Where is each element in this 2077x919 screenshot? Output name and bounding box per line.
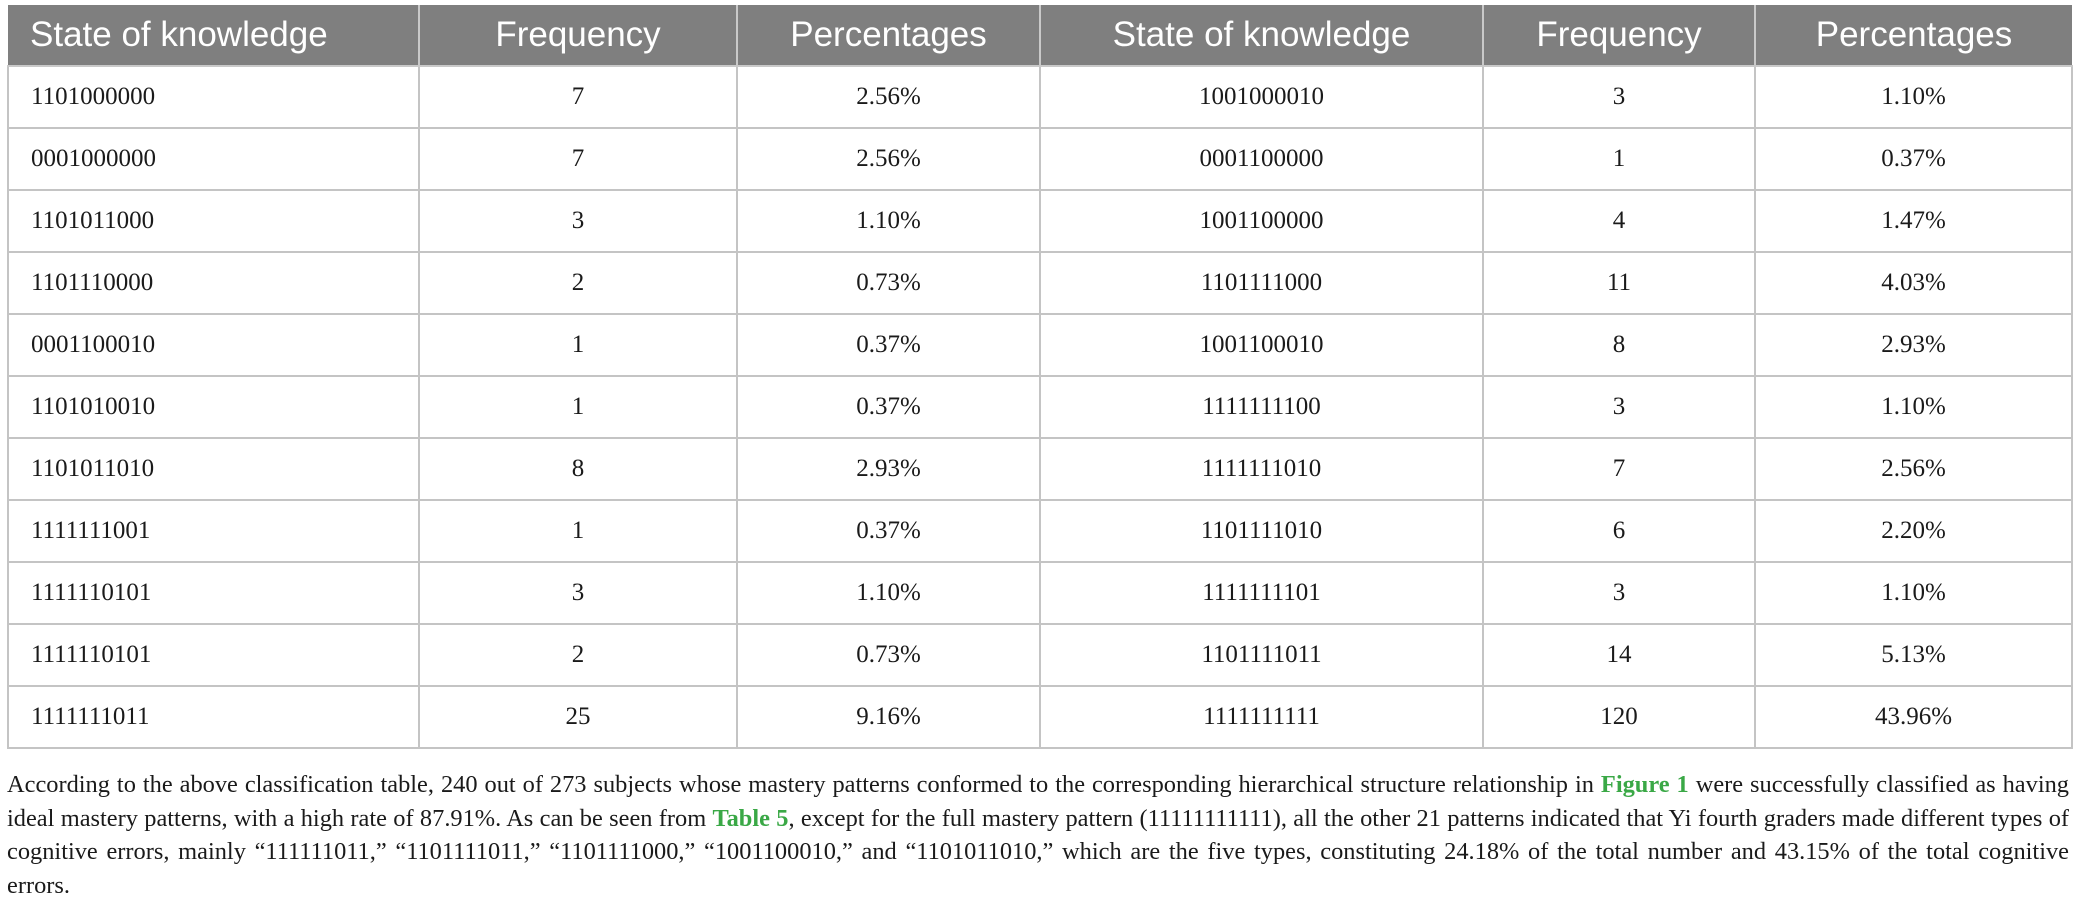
- cell-percentage-right: 1.10%: [1754, 375, 2073, 439]
- table-row: 0001000000 7 2.56% 0001100000 1 0.37%: [7, 127, 2073, 191]
- header-state-of-knowledge-left: State of knowledge: [8, 5, 420, 67]
- cell-state-right: 1101111011: [1039, 623, 1484, 687]
- cell-frequency-left: 1: [418, 499, 738, 563]
- body-paragraph: According to the above classification ta…: [7, 768, 2069, 902]
- cell-percentage-right: 0.37%: [1754, 127, 2073, 191]
- cell-percentage-right: 5.13%: [1754, 623, 2073, 687]
- cell-frequency-left: 2: [418, 251, 738, 315]
- cell-state-right: 1111111111: [1039, 685, 1484, 749]
- cell-percentage-left: 0.73%: [736, 623, 1041, 687]
- header-percentages-left: Percentages: [737, 5, 1041, 67]
- cell-percentage-left: 0.37%: [736, 313, 1041, 377]
- cell-state-right: 1111111100: [1039, 375, 1484, 439]
- header-state-of-knowledge-right: State of knowledge: [1040, 5, 1484, 67]
- table-row: 1101110000 2 0.73% 1101111000 11 4.03%: [7, 251, 2073, 315]
- cell-frequency-left: 7: [418, 65, 738, 129]
- cell-frequency-right: 7: [1482, 437, 1756, 501]
- cell-percentage-left: 1.10%: [736, 189, 1041, 253]
- cell-frequency-right: 6: [1482, 499, 1756, 563]
- cell-state-left: 1101000000: [7, 65, 420, 129]
- cell-percentage-left: 0.37%: [736, 499, 1041, 563]
- cell-state-right: 1111111010: [1039, 437, 1484, 501]
- table-row: 1101000000 7 2.56% 1001000010 3 1.10%: [7, 65, 2073, 129]
- cell-state-right: 1001100000: [1039, 189, 1484, 253]
- header-percentages-right: Percentages: [1755, 5, 2072, 67]
- cell-state-left: 0001100010: [7, 313, 420, 377]
- table-row: 1101011010 8 2.93% 1111111010 7 2.56%: [7, 437, 2073, 501]
- cell-state-left: 1101010010: [7, 375, 420, 439]
- cell-frequency-left: 1: [418, 375, 738, 439]
- cell-percentage-right: 2.56%: [1754, 437, 2073, 501]
- cell-percentage-left: 1.10%: [736, 561, 1041, 625]
- cell-frequency-right: 4: [1482, 189, 1756, 253]
- cell-frequency-right: 3: [1482, 561, 1756, 625]
- table-body: 1101000000 7 2.56% 1001000010 3 1.10% 00010000…: [7, 65, 2073, 749]
- cell-state-right: 1101111000: [1039, 251, 1484, 315]
- cell-state-left: 0001000000: [7, 127, 420, 191]
- cell-state-right: 0001100000: [1039, 127, 1484, 191]
- cell-state-left: 1111110101: [7, 561, 420, 625]
- cell-frequency-left: 7: [418, 127, 738, 191]
- cell-state-right: 1001000010: [1039, 65, 1484, 129]
- paragraph-text-part2: were successfully classified as having i…: [7, 771, 2069, 832]
- cell-percentage-right: 1.47%: [1754, 189, 2073, 253]
- table-row: 1101011000 3 1.10% 1001100000 4 1.47%: [7, 189, 2073, 253]
- cell-state-left: 1111111001: [7, 499, 420, 563]
- paragraph-text-part3: , except for the full mastery pattern (1…: [7, 804, 2070, 899]
- cell-frequency-right: 8: [1482, 313, 1756, 377]
- cell-percentage-right: 2.93%: [1754, 313, 2073, 377]
- cell-state-right: 1111111101: [1039, 561, 1484, 625]
- figure-1-link[interactable]: Figure 1: [1600, 771, 1689, 798]
- cell-frequency-right: 3: [1482, 375, 1756, 439]
- table-row: 1111110101 2 0.73% 1101111011 14 5.13%: [7, 623, 2073, 687]
- table-row: 1111110101 3 1.10% 1111111101 3 1.10%: [7, 561, 2073, 625]
- knowledge-state-table: State of knowledge Frequency Percentages…: [7, 5, 2073, 749]
- table-header-row: State of knowledge Frequency Percentages…: [8, 5, 2072, 67]
- cell-state-left: 1111111011: [7, 685, 420, 749]
- cell-frequency-right: 1: [1482, 127, 1756, 191]
- cell-state-left: 1101011000: [7, 189, 420, 253]
- header-frequency-right: Frequency: [1483, 5, 1756, 67]
- table-row: 0001100010 1 0.37% 1001100010 8 2.93%: [7, 313, 2073, 377]
- table-row: 1101010010 1 0.37% 1111111100 3 1.10%: [7, 375, 2073, 439]
- cell-state-right: 1101111010: [1039, 499, 1484, 563]
- cell-frequency-left: 1: [418, 313, 738, 377]
- cell-state-left: 1101110000: [7, 251, 420, 315]
- cell-percentage-right: 1.10%: [1754, 65, 2073, 129]
- cell-percentage-right: 43.96%: [1754, 685, 2073, 749]
- cell-percentage-left: 0.73%: [736, 251, 1041, 315]
- cell-frequency-right: 11: [1482, 251, 1756, 315]
- cell-frequency-left: 25: [418, 685, 738, 749]
- cell-percentage-right: 2.20%: [1754, 499, 2073, 563]
- cell-percentage-right: 1.10%: [1754, 561, 2073, 625]
- cell-percentage-right: 4.03%: [1754, 251, 2073, 315]
- paragraph-text-part1: According to the above classification ta…: [7, 771, 1601, 798]
- table-5-link[interactable]: Table 5: [712, 804, 789, 832]
- cell-frequency-left: 2: [418, 623, 738, 687]
- cell-frequency-right: 3: [1482, 65, 1756, 129]
- table-row: 1111111011 25 9.16% 1111111111 120 43.96%: [7, 685, 2073, 749]
- cell-frequency-left: 8: [418, 437, 738, 501]
- cell-state-right: 1001100010: [1039, 313, 1484, 377]
- cell-percentage-left: 2.93%: [736, 437, 1041, 501]
- cell-frequency-left: 3: [418, 189, 738, 253]
- cell-frequency-right: 14: [1482, 623, 1756, 687]
- cell-state-left: 1111110101: [7, 623, 420, 687]
- cell-percentage-left: 0.37%: [736, 375, 1041, 439]
- table-row: 1111111001 1 0.37% 1101111010 6 2.20%: [7, 499, 2073, 563]
- cell-frequency-right: 120: [1482, 685, 1756, 749]
- cell-percentage-left: 2.56%: [736, 127, 1041, 191]
- header-frequency-left: Frequency: [419, 5, 738, 67]
- cell-frequency-left: 3: [418, 561, 738, 625]
- cell-percentage-left: 9.16%: [736, 685, 1041, 749]
- cell-percentage-left: 2.56%: [736, 65, 1041, 129]
- cell-state-left: 1101011010: [7, 437, 420, 501]
